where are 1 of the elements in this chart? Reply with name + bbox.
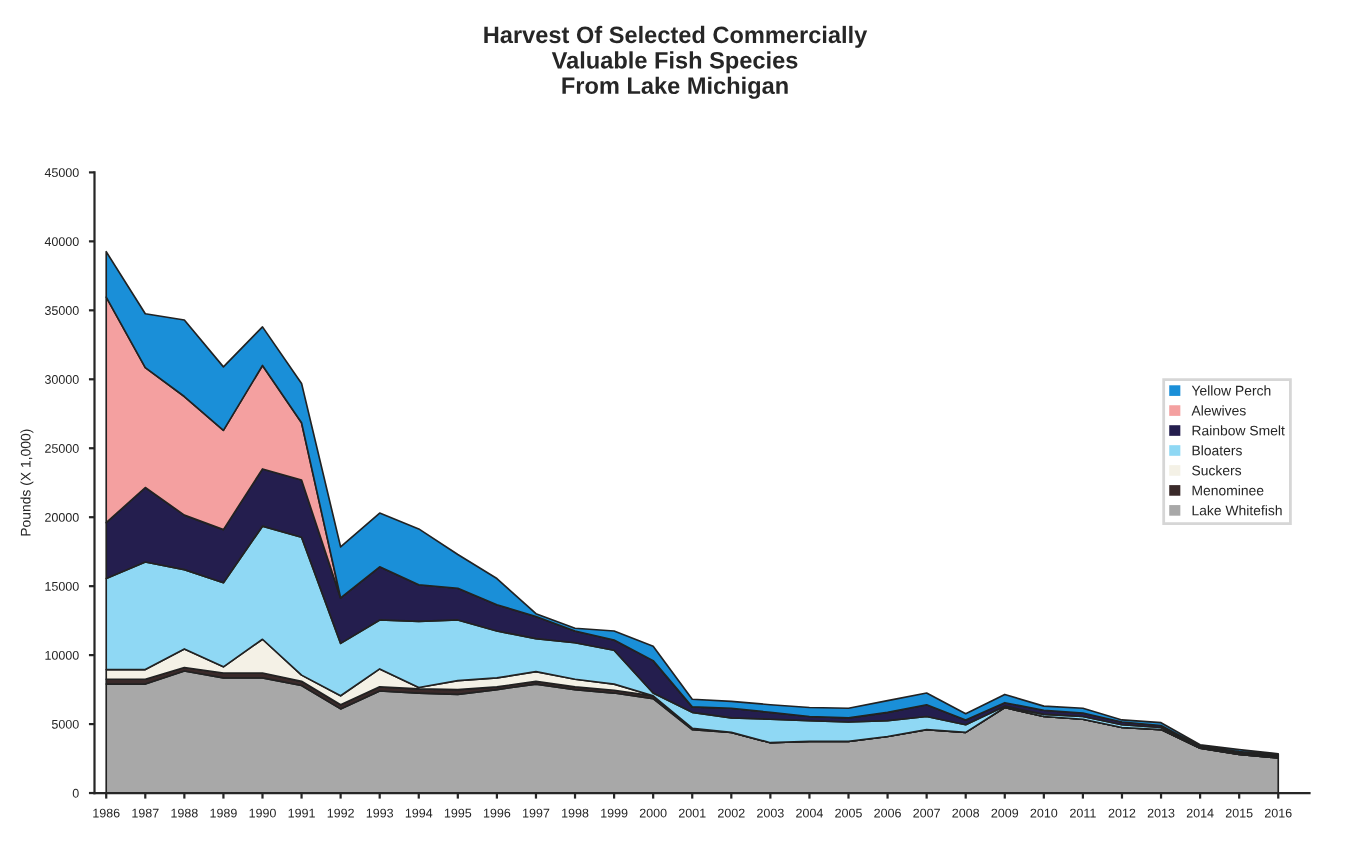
chart-title: Harvest Of Selected Commercially Valuable Fish Species From Lake Michigan (484, 25, 868, 99)
